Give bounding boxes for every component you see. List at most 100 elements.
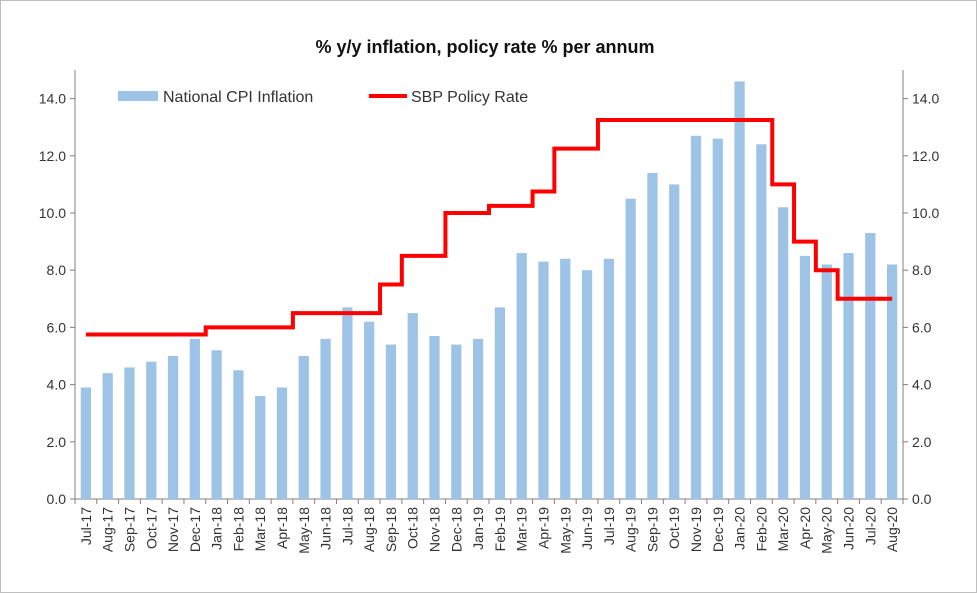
- y-tick-label-right: 0.0: [912, 491, 932, 507]
- bar-cpi: [734, 81, 745, 499]
- x-tick-label: Jun-18: [318, 507, 334, 550]
- y-tick-label-right: 4.0: [912, 377, 932, 393]
- bar-cpi: [276, 387, 288, 499]
- y-tick-label-right: 2.0: [912, 434, 932, 450]
- bar-cpi: [886, 264, 898, 499]
- bars: [80, 81, 898, 500]
- legend-swatch-cpi: [118, 91, 158, 101]
- y-tick-label-left: 14.0: [39, 91, 66, 107]
- x-tick-label: Sep-17: [121, 507, 137, 552]
- x-tick-label: Nov-18: [427, 507, 443, 552]
- x-tick-label: May-20: [819, 507, 835, 554]
- policy-rate-line-group: [85, 118, 893, 337]
- bar-cpi: [712, 138, 723, 499]
- x-tick-label: Apr-18: [274, 507, 290, 549]
- bar-cpi: [865, 233, 876, 499]
- x-tick-label: Nov-17: [165, 507, 181, 552]
- x-tick-label: Nov-19: [688, 507, 704, 552]
- legend-label-cpi: National CPI Inflation: [163, 89, 313, 106]
- bar-cpi: [756, 144, 767, 500]
- bar-cpi: [472, 338, 484, 499]
- bar-cpi: [690, 135, 702, 499]
- x-tick-label: Apr-19: [535, 507, 551, 549]
- axes: 0.0 2.0 4.0 6.0 8.0 10.0 12.0 14.0 0.0 2.0 4.0 6.0 8…: [39, 70, 939, 507]
- x-tick-label: Feb-20: [753, 507, 769, 552]
- bar-cpi: [821, 264, 832, 499]
- y-tick-label-right: 12.0: [912, 148, 939, 164]
- bar-cpi: [146, 361, 157, 499]
- x-tick-label: Aug-18: [361, 507, 377, 552]
- x-tick-label: Aug-19: [623, 507, 639, 552]
- x-tick-label: Sep-18: [383, 507, 399, 552]
- x-tick-label: Dec-19: [710, 507, 726, 552]
- x-tick-label: Oct-17: [143, 507, 159, 549]
- y-tick-label-left: 0.0: [47, 491, 67, 507]
- y-tick-label-left: 6.0: [47, 319, 67, 335]
- y-tick-label-right: 10.0: [912, 205, 939, 221]
- bar-cpi: [364, 321, 375, 499]
- y-tick-label-left: 2.0: [47, 434, 67, 450]
- x-tick-label: Feb-19: [492, 507, 508, 552]
- bar-cpi: [320, 338, 331, 499]
- bar-cpi: [451, 344, 462, 499]
- x-tick-label: Oct-19: [666, 507, 682, 549]
- x-tick-label: Oct-18: [405, 507, 421, 549]
- bar-cpi: [233, 370, 244, 499]
- x-tick-labels: Jul-17 Aug-17 Sep-17 Oct-17 Nov-17 Dec-17 Jan-…: [78, 507, 900, 554]
- bar-cpi: [429, 335, 440, 499]
- x-tick-label: Aug-20: [884, 507, 900, 552]
- bar-cpi: [516, 253, 527, 499]
- bar-cpi: [407, 313, 418, 499]
- bar-cpi: [80, 387, 92, 499]
- policy-rate-line: [85, 118, 893, 337]
- chart-title: % y/y inflation, policy rate % per annum: [315, 37, 654, 57]
- x-tick-label: Dec-17: [187, 507, 203, 552]
- x-tick-label: Jul-20: [862, 507, 878, 545]
- x-tick-label: Aug-17: [100, 507, 116, 552]
- bar-cpi: [799, 255, 811, 499]
- bar-cpi: [647, 172, 658, 499]
- bar-cpi: [843, 253, 854, 499]
- x-tick-label: Sep-19: [644, 507, 660, 552]
- bar-cpi: [255, 396, 266, 499]
- bar-cpi: [298, 356, 309, 499]
- bar-cpi: [669, 184, 680, 499]
- x-tick-label: Jun-20: [841, 507, 857, 550]
- bar-cpi: [102, 373, 113, 499]
- x-tick-label: May-19: [557, 507, 573, 554]
- y-tick-label-left: 8.0: [47, 262, 67, 278]
- x-tick-label: Jun-19: [579, 507, 595, 550]
- bar-cpi: [778, 207, 789, 499]
- x-tick-label: Jan-19: [470, 507, 486, 550]
- x-tick-label: Jul-19: [601, 507, 617, 545]
- bar-cpi: [560, 258, 571, 499]
- x-tick-label: Jul-17: [78, 507, 94, 545]
- bar-cpi: [603, 258, 614, 499]
- bar-cpi: [385, 344, 397, 499]
- x-tick-label: Jan-18: [209, 507, 225, 550]
- x-tick-label: Mar-20: [775, 507, 791, 552]
- bar-cpi: [494, 307, 506, 499]
- bar-cpi: [124, 367, 135, 499]
- y-tick-label-right: 8.0: [912, 262, 932, 278]
- bar-cpi: [625, 198, 636, 499]
- bar-cpi: [189, 338, 200, 499]
- bar-cpi: [342, 307, 353, 499]
- legend-label-policy-rate: SBP Policy Rate: [411, 89, 528, 106]
- bar-cpi: [167, 356, 179, 499]
- x-tick-label: Mar-18: [252, 507, 268, 552]
- bar-cpi: [211, 350, 222, 499]
- x-tick-label: Jan-20: [732, 507, 748, 550]
- x-tick-label: Mar-19: [514, 507, 530, 552]
- bar-cpi: [538, 261, 549, 499]
- y-tick-label-left: 12.0: [39, 148, 66, 164]
- x-tick-label: Apr-20: [797, 507, 813, 549]
- x-tick-label: Dec-18: [448, 507, 464, 552]
- x-tick-label: Jul-18: [339, 507, 355, 545]
- legend: National CPI Inflation SBP Policy Rate: [118, 89, 528, 106]
- y-tick-label-right: 6.0: [912, 319, 932, 335]
- x-tick-label: May-18: [296, 507, 312, 554]
- y-tick-label-left: 4.0: [47, 377, 67, 393]
